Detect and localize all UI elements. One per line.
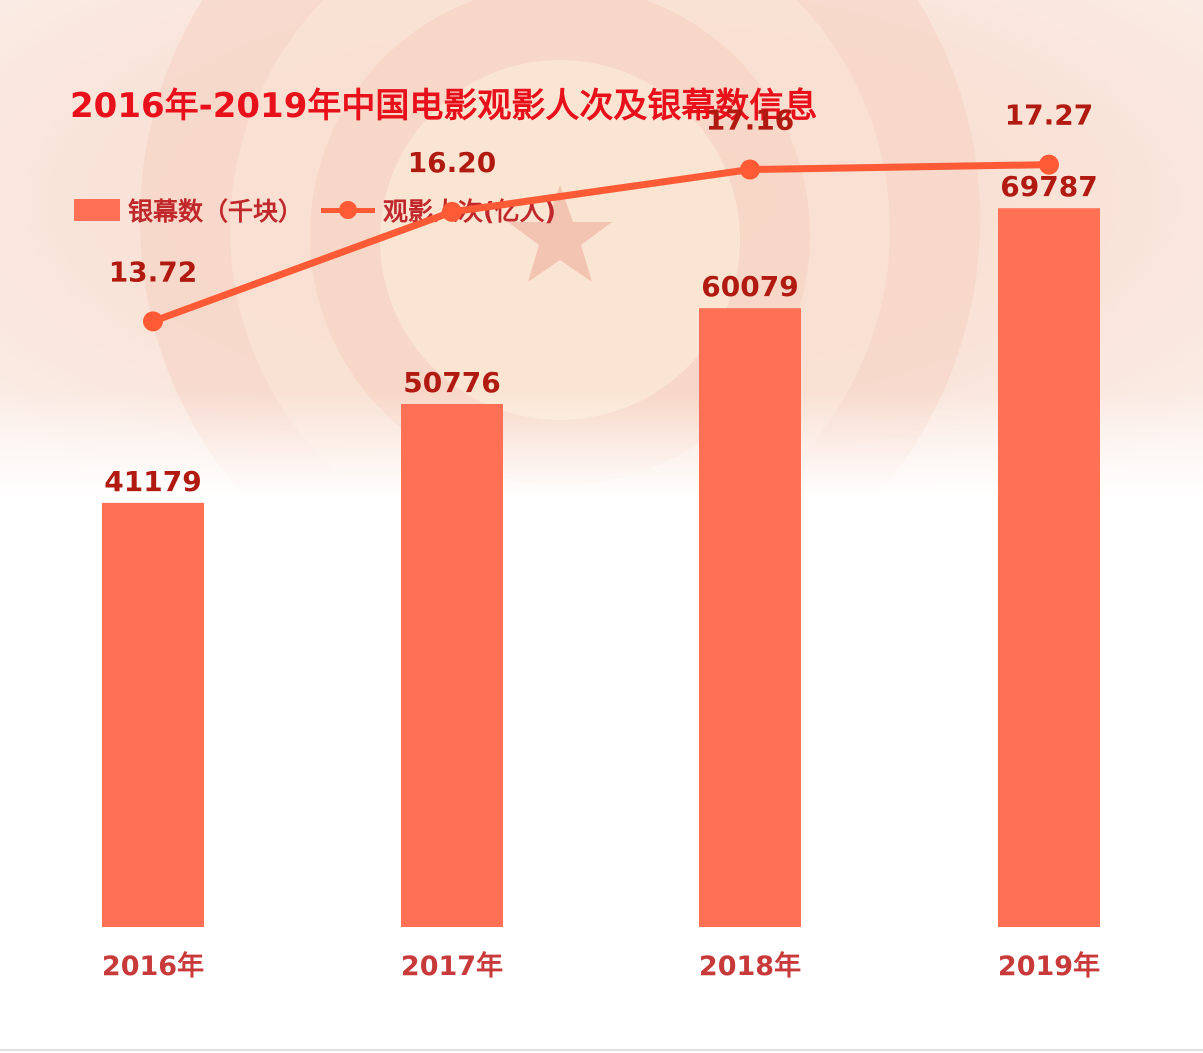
line-value-label-3: 17.27 — [1005, 99, 1094, 132]
line-point-3 — [1039, 154, 1059, 175]
x-tick-label-2: 2018年 — [699, 950, 801, 982]
line-series — [149, 161, 1053, 325]
line-point-2 — [740, 159, 760, 180]
bar-2 — [699, 308, 801, 928]
legend-bar-swatch — [74, 199, 120, 221]
chart-title: 2016年-2019年中国电影观影人次及银幕数信息 — [70, 86, 818, 126]
legend-line-swatch — [319, 199, 377, 221]
bar-value-label-1: 50776 — [403, 366, 500, 399]
line-value-label-0: 13.72 — [109, 255, 198, 288]
bar-value-label-2: 60079 — [701, 270, 798, 303]
bar-0 — [102, 502, 204, 927]
x-tick-label-0: 2016年 — [102, 950, 204, 982]
line-point-0 — [143, 311, 163, 332]
x-tick-label-3: 2019年 — [998, 950, 1100, 982]
legend-bar-label: 银幕数（千块） — [128, 197, 304, 226]
line-value-label-2: 17.16 — [706, 104, 795, 137]
bar-1 — [401, 404, 503, 927]
bar-3 — [998, 208, 1100, 927]
line-point-1 — [442, 201, 462, 222]
line-value-label-1: 16.20 — [408, 146, 497, 179]
x-tick-label-1: 2017年 — [401, 950, 503, 982]
bar-value-label-0: 41179 — [104, 465, 201, 498]
bar-value-label-3: 69787 — [1000, 170, 1097, 203]
